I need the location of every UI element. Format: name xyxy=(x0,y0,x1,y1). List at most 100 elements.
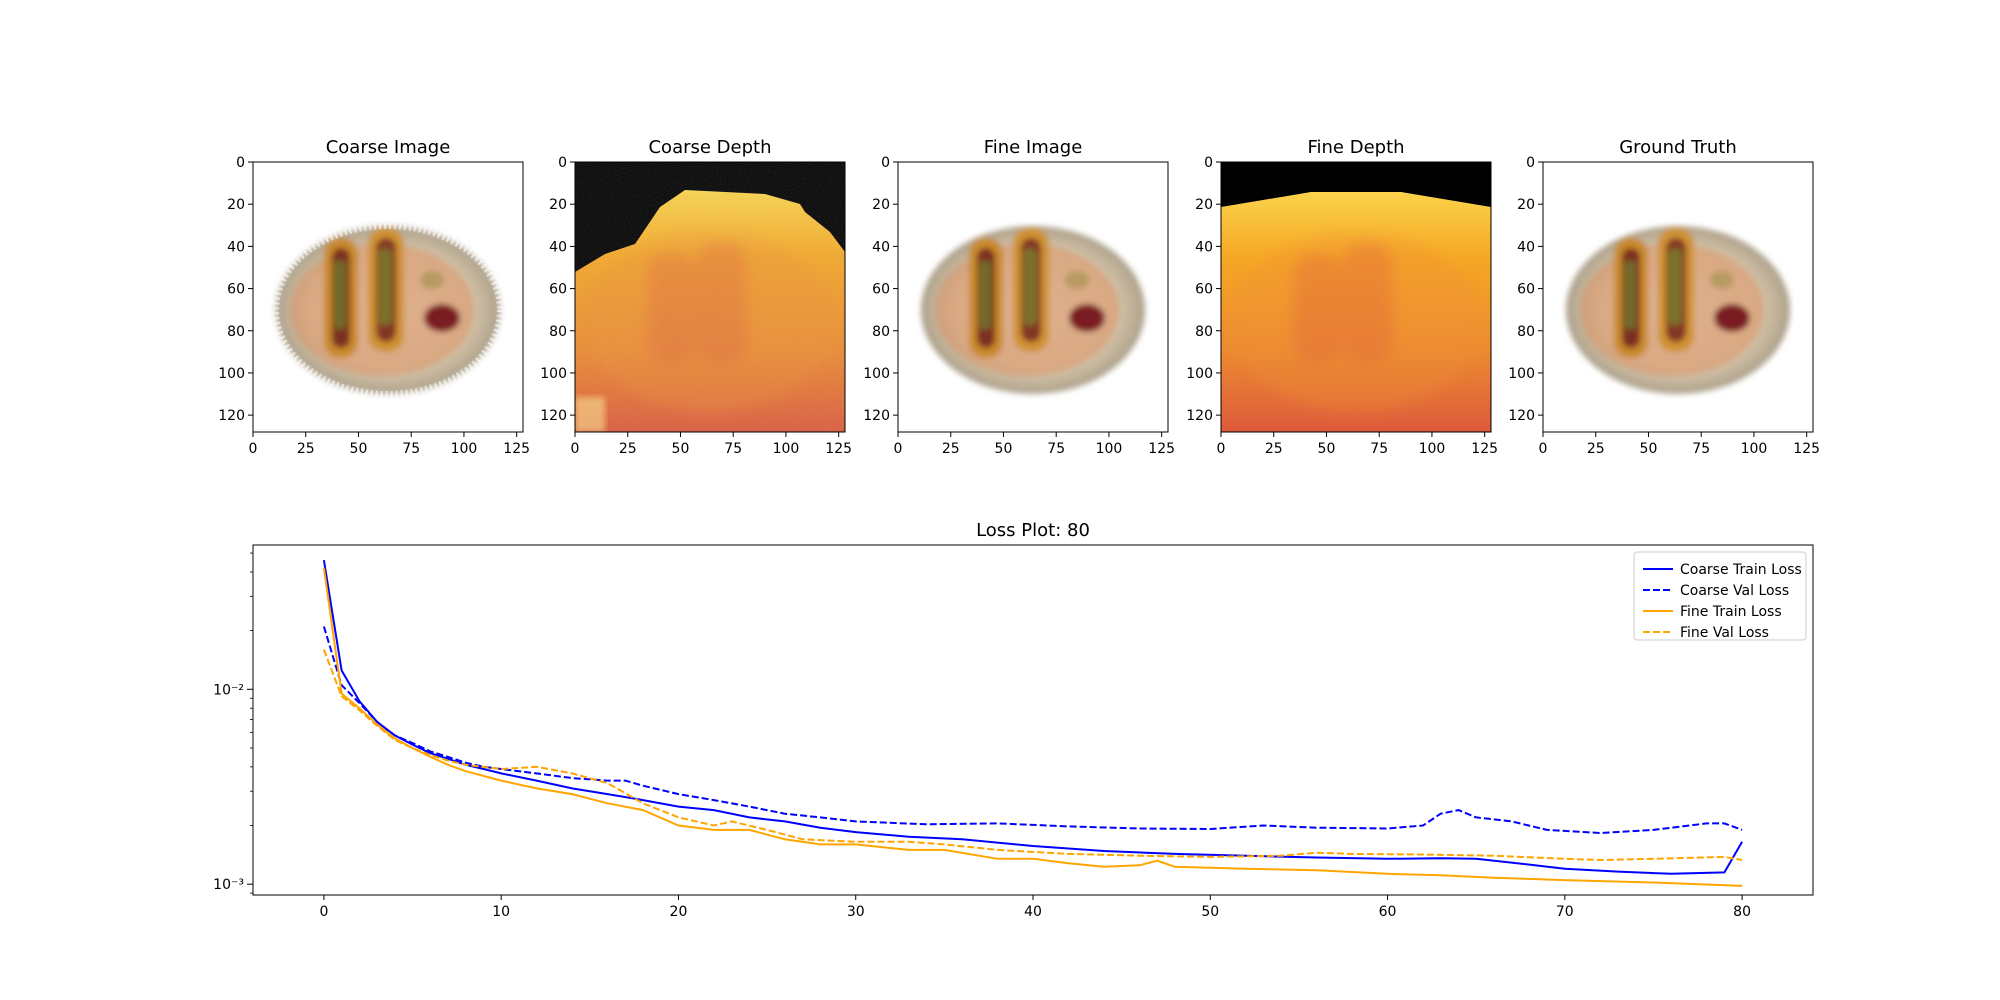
x-tick-label: 50 xyxy=(1201,904,1219,920)
panel-title: Fine Depth xyxy=(1307,137,1404,158)
x-tick-label: 75 xyxy=(402,441,420,457)
y-tick-label: 40 xyxy=(549,239,567,255)
depth-void-region xyxy=(1221,162,1491,207)
y-tick-label: 80 xyxy=(1195,324,1213,340)
panel-frame xyxy=(574,161,846,433)
x-tick-label: 50 xyxy=(350,441,368,457)
ketchup-shape xyxy=(424,304,460,332)
y-tick-label: 100 xyxy=(863,366,890,382)
legend-entry: Coarse Train Loss xyxy=(1680,562,1802,578)
legend-entry: Coarse Val Loss xyxy=(1680,583,1789,599)
y-tick-label: 10⁻² xyxy=(213,682,244,698)
x-tick-label: 0 xyxy=(571,441,580,457)
ketchup-shape xyxy=(1069,304,1105,332)
x-tick-label: 75 xyxy=(1370,441,1388,457)
x-tick-label: 0 xyxy=(319,904,328,920)
y-tick-label: 0 xyxy=(236,155,245,171)
y-tick-label: 20 xyxy=(872,197,890,213)
y-tick-label: 10⁻³ xyxy=(213,877,244,893)
x-tick-label: 125 xyxy=(825,441,852,457)
y-tick-label: 40 xyxy=(1517,239,1535,255)
panel-image xyxy=(575,162,845,432)
y-tick-label: 60 xyxy=(1517,282,1535,298)
y-tick-label: 60 xyxy=(549,282,567,298)
y-tick-label: 80 xyxy=(549,324,567,340)
series-line-coarse-train-loss xyxy=(322,559,1743,875)
y-tick-label: 80 xyxy=(872,324,890,340)
y-tick-label: 40 xyxy=(227,239,245,255)
y-tick-label: 120 xyxy=(1186,408,1213,424)
x-tick-label: 20 xyxy=(670,904,688,920)
x-tick-label: 25 xyxy=(297,441,315,457)
y-tick-label: 100 xyxy=(218,366,245,382)
panel-image xyxy=(1221,162,1491,432)
x-tick-label: 0 xyxy=(1539,441,1548,457)
y-tick-label: 60 xyxy=(227,282,245,298)
y-tick-label: 0 xyxy=(558,155,567,171)
x-tick-label: 100 xyxy=(1096,441,1123,457)
x-tick-label: 125 xyxy=(1148,441,1175,457)
x-tick-label: 50 xyxy=(995,441,1013,457)
y-tick-label: 120 xyxy=(218,408,245,424)
y-tick-label: 20 xyxy=(227,197,245,213)
legend-entry: Fine Val Loss xyxy=(1680,625,1769,641)
x-tick-label: 25 xyxy=(1587,441,1605,457)
y-tick-label: 60 xyxy=(872,282,890,298)
y-tick-label: 20 xyxy=(549,197,567,213)
x-tick-label: 40 xyxy=(1024,904,1042,920)
y-tick-label: 0 xyxy=(1204,155,1213,171)
series-line-coarse-val-loss xyxy=(322,626,1743,835)
x-tick-label: 50 xyxy=(1640,441,1658,457)
x-tick-label: 0 xyxy=(1217,441,1226,457)
loss-plot-title: Loss Plot: 80 xyxy=(976,520,1090,541)
panel-title: Ground Truth xyxy=(1619,137,1737,158)
legend-box xyxy=(1633,551,1807,641)
ketchup-shape xyxy=(1714,304,1750,332)
panel-image-coarse: Coarse Image 0 25 50 75 100 125 0 20 40 60 80 100 120 xyxy=(218,137,530,457)
x-tick-label: 100 xyxy=(1419,441,1446,457)
x-tick-label: 60 xyxy=(1379,904,1397,920)
panel-depth-coarse: Coarse Depth 0 25 50 75 100 125 0 20 40 60 80 100 120 xyxy=(540,137,852,457)
loss-plot-frame xyxy=(252,544,1814,896)
x-tick-label: 80 xyxy=(1733,904,1751,920)
x-tick-label: 100 xyxy=(773,441,800,457)
y-tick-label: 40 xyxy=(1195,239,1213,255)
y-tick-label: 40 xyxy=(872,239,890,255)
x-tick-label: 125 xyxy=(1793,441,1820,457)
panel-image-fine: Fine Image 0 25 50 75 100 125 0 20 40 60 80 100 120 xyxy=(863,137,1175,457)
y-tick-label: 60 xyxy=(1195,282,1213,298)
panel-frame xyxy=(1542,161,1814,433)
panel-depth-fine: Fine Depth 0 25 50 75 100 125 0 20 40 60 80 100 120 xyxy=(1186,137,1498,457)
y-tick-label: 120 xyxy=(863,408,890,424)
panel-image-gt: Ground Truth 0 25 50 75 100 125 0 20 40 60 80 100 120 xyxy=(1508,137,1820,457)
panel-frame xyxy=(897,161,1169,433)
x-tick-label: 10 xyxy=(492,904,510,920)
x-tick-label: 75 xyxy=(1692,441,1710,457)
y-tick-label: 120 xyxy=(540,408,567,424)
series-line-fine-val-loss xyxy=(322,649,1743,862)
x-tick-label: 100 xyxy=(1741,441,1768,457)
x-tick-label: 100 xyxy=(451,441,478,457)
x-tick-label: 25 xyxy=(942,441,960,457)
x-tick-label: 50 xyxy=(1318,441,1336,457)
panel-title: Coarse Image xyxy=(326,137,451,158)
x-tick-label: 25 xyxy=(619,441,637,457)
panel-title: Coarse Depth xyxy=(648,137,771,158)
y-tick-label: 120 xyxy=(1508,408,1535,424)
legend: Coarse Train Loss Coarse Val Loss Fine Tra… xyxy=(1633,551,1807,641)
x-tick-label: 50 xyxy=(672,441,690,457)
x-tick-label: 75 xyxy=(724,441,742,457)
x-tick-label: 70 xyxy=(1556,904,1574,920)
y-tick-label: 20 xyxy=(1195,197,1213,213)
y-tick-label: 80 xyxy=(227,324,245,340)
x-tick-label: 75 xyxy=(1047,441,1065,457)
x-tick-label: 25 xyxy=(1265,441,1283,457)
x-tick-label: 125 xyxy=(1471,441,1498,457)
series-line-fine-train-loss xyxy=(322,567,1743,887)
panel-image xyxy=(253,162,523,432)
x-tick-label: 30 xyxy=(847,904,865,920)
y-tick-label: 100 xyxy=(1508,366,1535,382)
y-tick-label: 0 xyxy=(881,155,890,171)
panel-frame xyxy=(1220,161,1492,433)
